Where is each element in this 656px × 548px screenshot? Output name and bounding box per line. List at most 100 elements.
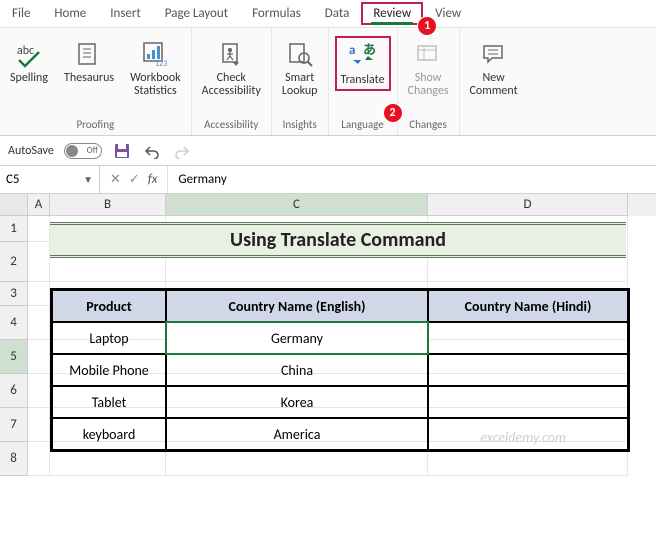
svg-text:abc: abc (17, 44, 34, 58)
col-header-c[interactable]: C (166, 194, 428, 216)
group-insights: Smart Lookup Insights (272, 28, 329, 135)
table-cell[interactable]: Tablet (52, 386, 166, 418)
title-banner: Using Translate Command (50, 222, 626, 258)
col-header-b[interactable]: B (50, 194, 166, 216)
cell[interactable] (28, 306, 50, 340)
group-label-proofing: Proofing (76, 116, 114, 135)
thesaurus-icon (73, 38, 105, 70)
name-box-dropdown-icon[interactable]: ▼ (83, 173, 93, 186)
row-header-7[interactable]: 7 (0, 408, 28, 442)
autosave-label: AutoSave (8, 144, 54, 158)
tab-insert[interactable]: Insert (98, 2, 153, 25)
row-header-5[interactable]: 5 (0, 340, 28, 374)
table-cell[interactable] (428, 386, 628, 418)
sheet-grid: A B C D 1 2 3 4 5 6 7 8 Using Translate … (0, 194, 656, 476)
row-header-6[interactable]: 6 (0, 374, 28, 408)
check-accessibility-button[interactable]: Check Accessibility (198, 36, 265, 100)
spelling-label: Spelling (10, 72, 48, 85)
qat-row: AutoSave Off (0, 136, 656, 166)
column-headers: A B C D (0, 194, 656, 216)
table-cell[interactable]: China (166, 354, 428, 386)
tab-active-underline (371, 22, 413, 25)
row-header-3[interactable]: 3 (0, 282, 28, 306)
table-cell[interactable] (428, 354, 628, 386)
workbook-stats-label: Workbook Statistics (130, 72, 181, 98)
table-cell[interactable]: keyboard (52, 418, 166, 450)
callout-2: 2 (383, 103, 403, 123)
data-table: Product Country Name (English) Country N… (50, 288, 630, 452)
group-accessibility: Check Accessibility Accessibility (192, 28, 272, 135)
thesaurus-label: Thesaurus (64, 72, 114, 85)
table-cell[interactable]: America (166, 418, 428, 450)
table-cell[interactable] (428, 322, 628, 354)
show-changes-icon (412, 38, 444, 70)
tab-home[interactable]: Home (42, 2, 98, 25)
formula-bar: C5 ▼ ✕ ✓ fx Germany (0, 166, 656, 194)
new-comment-button[interactable]: New Comment (466, 36, 522, 100)
table-header-hindi[interactable]: Country Name (Hindi) (428, 290, 628, 322)
row-header-1[interactable]: 1 (0, 216, 28, 242)
thesaurus-button[interactable]: Thesaurus (60, 36, 118, 87)
table-cell-active[interactable]: Germany (166, 322, 428, 354)
cancel-icon[interactable]: ✕ (110, 172, 121, 187)
autosave-toggle[interactable]: Off (64, 143, 102, 159)
row-header-2[interactable]: 2 (0, 242, 28, 282)
translate-button[interactable]: aあ Translate (335, 36, 391, 91)
cell[interactable] (28, 408, 50, 442)
undo-icon[interactable] (142, 141, 162, 161)
row-header-8[interactable]: 8 (0, 442, 28, 476)
cell[interactable] (28, 442, 50, 476)
cell[interactable] (28, 340, 50, 374)
accessibility-icon (215, 38, 247, 70)
workbook-stats-button[interactable]: 123 Workbook Statistics (126, 36, 185, 100)
group-proofing: abc Spelling Thesaurus 123 Workbook Stat… (0, 28, 192, 135)
tab-page-layout[interactable]: Page Layout (153, 2, 240, 25)
fx-icon[interactable]: fx (148, 172, 158, 187)
save-icon[interactable] (112, 141, 132, 161)
ribbon-tabs: File Home Insert Page Layout Formulas Da… (0, 0, 656, 28)
fx-controls: ✕ ✓ fx (100, 172, 167, 187)
smart-lookup-button[interactable]: Smart Lookup (278, 36, 322, 100)
group-label-language: Language (341, 116, 383, 135)
cell[interactable] (28, 282, 50, 306)
table-header-english[interactable]: Country Name (English) (166, 290, 428, 322)
spelling-button[interactable]: abc Spelling (6, 36, 52, 87)
table-header-product[interactable]: Product (52, 290, 166, 322)
tab-review-label: Review (373, 6, 411, 21)
col-header-a[interactable]: A (28, 194, 50, 216)
table-cell[interactable] (428, 418, 628, 450)
group-label-insights: Insights (283, 116, 317, 135)
spelling-icon: abc (13, 38, 45, 70)
cell[interactable] (28, 216, 50, 242)
enter-icon[interactable]: ✓ (129, 172, 140, 187)
tab-data[interactable]: Data (313, 2, 362, 25)
translate-label: Translate (341, 74, 385, 87)
svg-text:あ: あ (363, 43, 376, 58)
group-comments: New Comment (460, 28, 528, 135)
group-language: aあ Translate Language 2 (329, 28, 398, 135)
table-cell[interactable]: Korea (166, 386, 428, 418)
table-cell[interactable]: Laptop (52, 322, 166, 354)
svg-text:a: a (349, 43, 355, 58)
callout-1: 1 (417, 16, 437, 36)
formula-input[interactable]: Germany (167, 166, 656, 193)
name-box-value: C5 (6, 172, 20, 187)
workbook-stats-icon: 123 (139, 38, 171, 70)
redo-icon[interactable] (172, 141, 192, 161)
group-changes: Show Changes Changes (398, 28, 460, 135)
cell[interactable] (28, 242, 50, 282)
svg-text:123: 123 (155, 59, 167, 68)
smart-lookup-label: Smart Lookup (282, 72, 318, 98)
cell[interactable] (28, 374, 50, 408)
ribbon-body: abc Spelling Thesaurus 123 Workbook Stat… (0, 28, 656, 136)
col-header-d[interactable]: D (428, 194, 628, 216)
show-changes-button[interactable]: Show Changes (404, 36, 453, 100)
tab-review[interactable]: Review 1 (361, 2, 423, 25)
show-changes-label: Show Changes (408, 72, 449, 98)
tab-formulas[interactable]: Formulas (240, 2, 313, 25)
name-box[interactable]: C5 ▼ (0, 166, 100, 193)
row-header-4[interactable]: 4 (0, 306, 28, 340)
table-cell[interactable]: Mobile Phone (52, 354, 166, 386)
tab-file[interactable]: File (0, 2, 42, 25)
select-all-button[interactable] (0, 194, 28, 216)
